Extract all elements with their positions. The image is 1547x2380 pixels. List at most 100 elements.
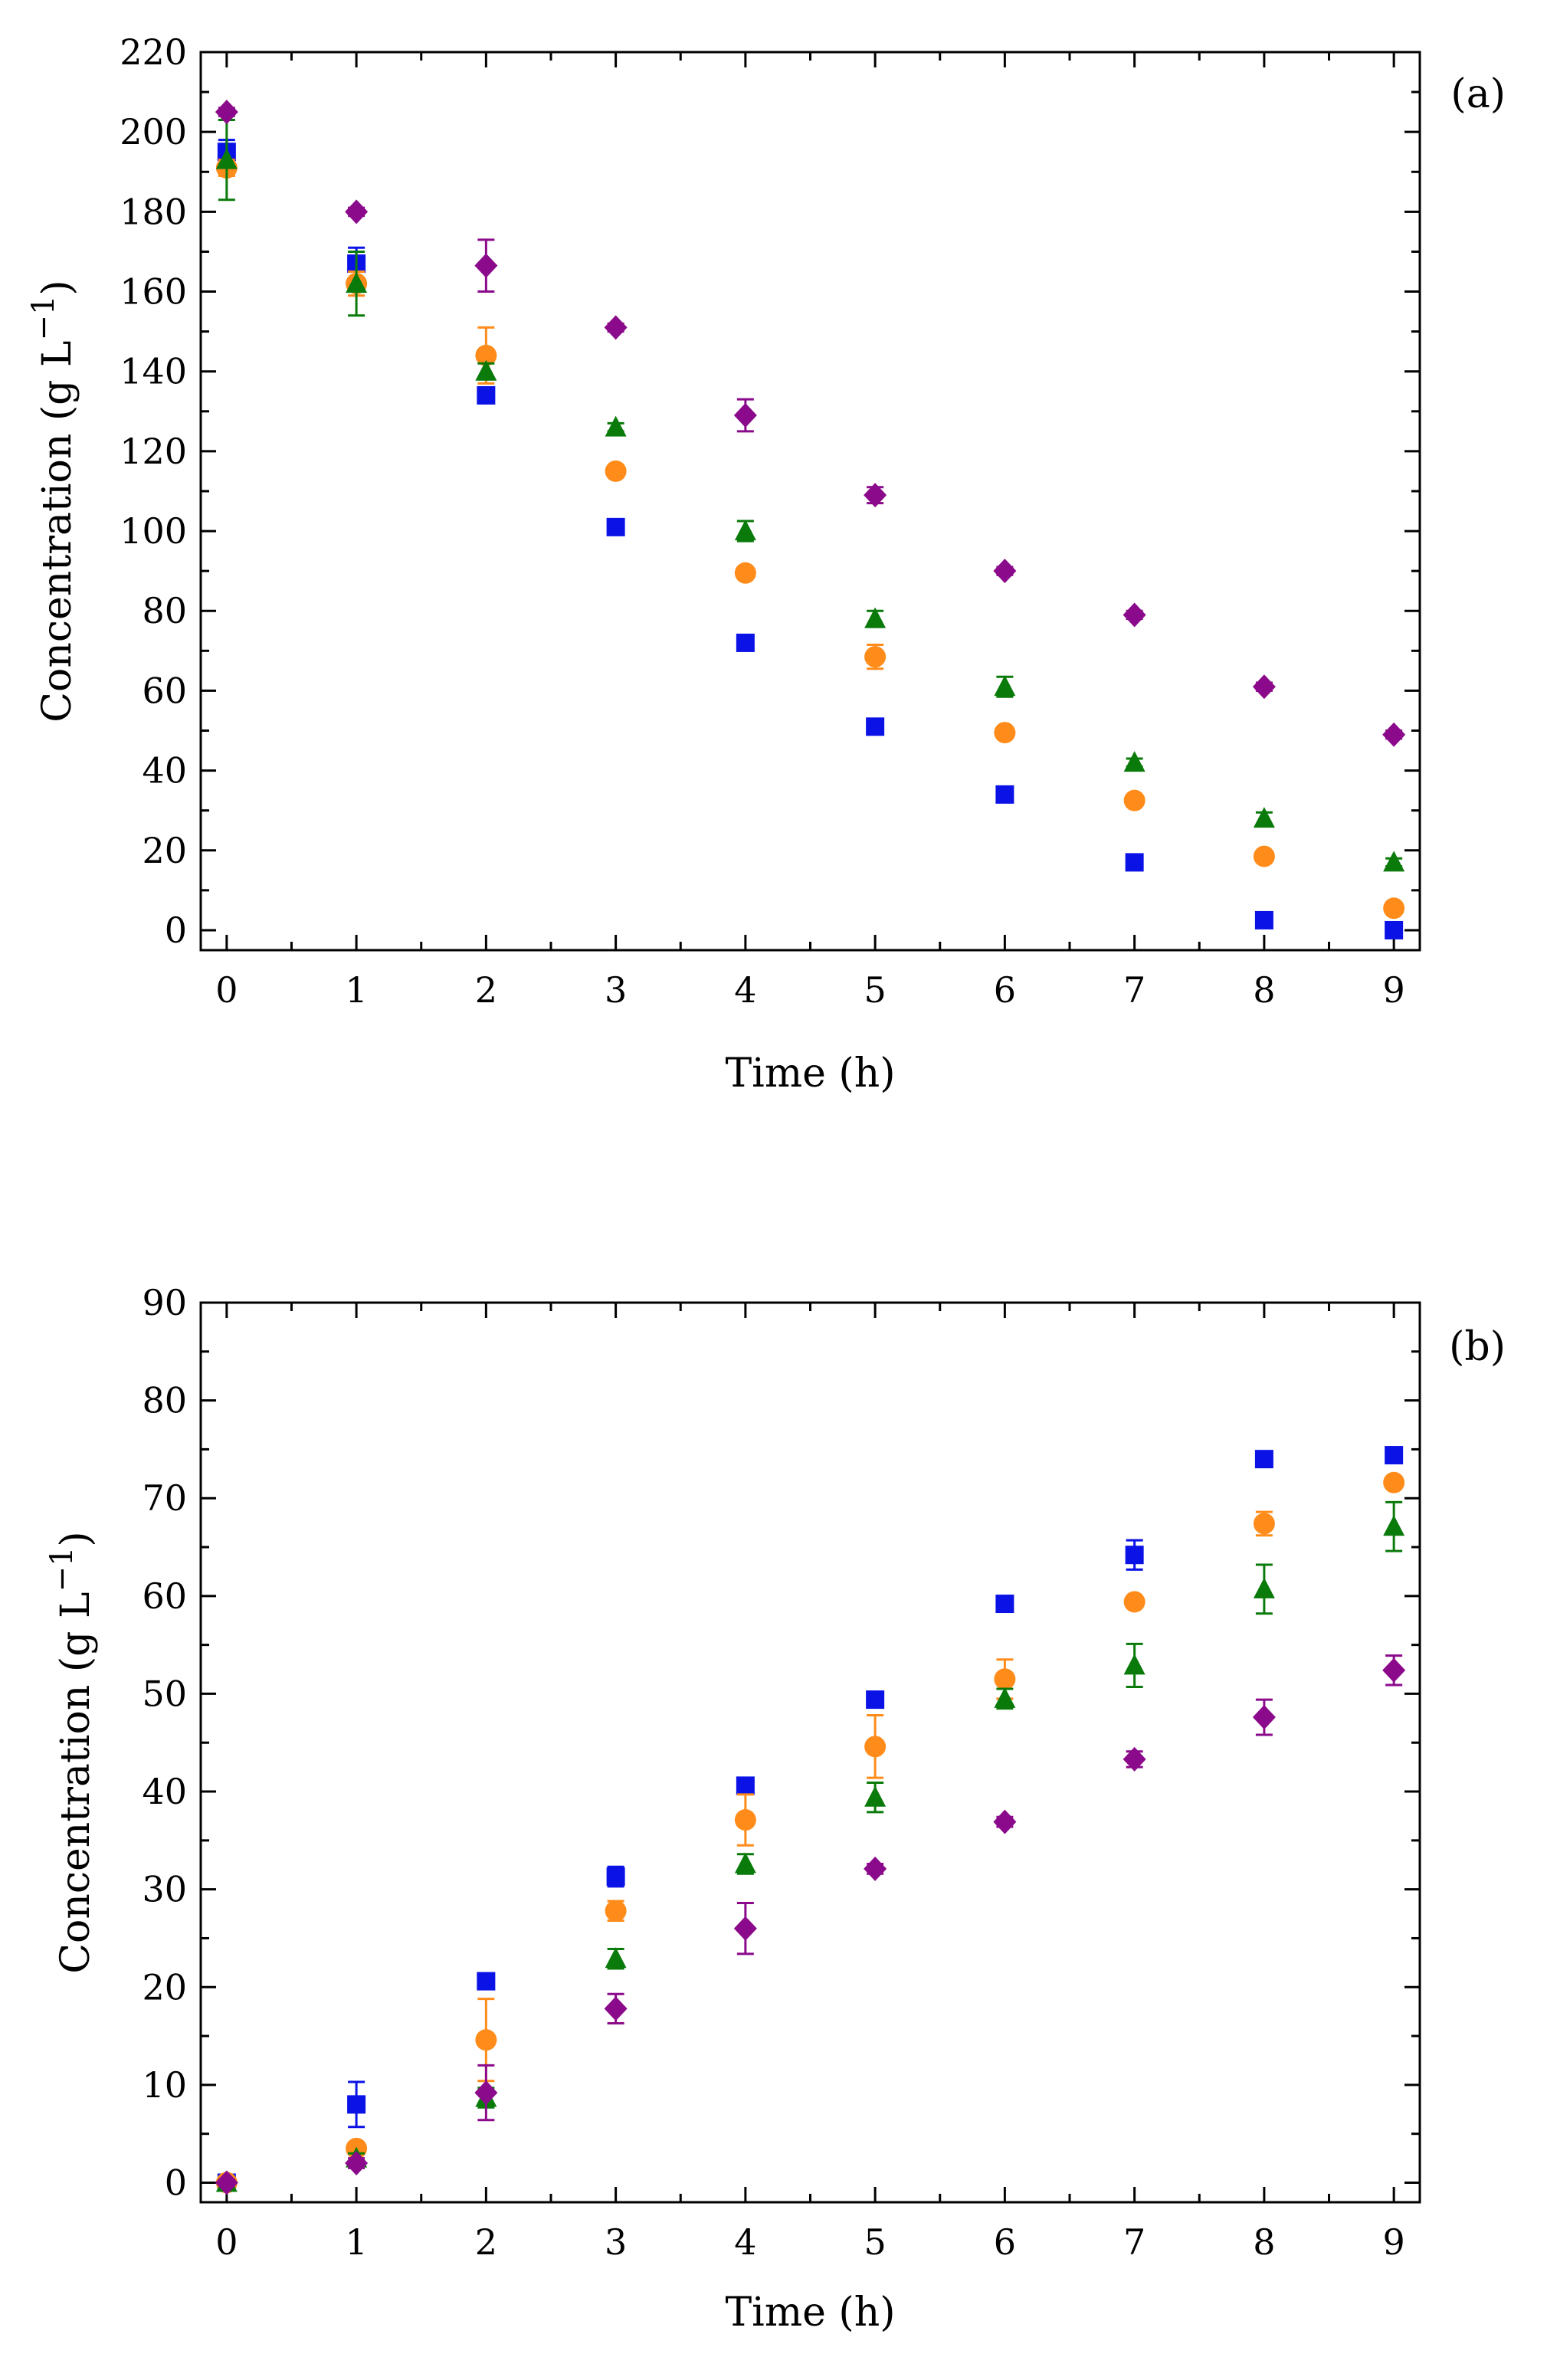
chart-1-x-tick-label: 7 [1123,969,1146,1011]
chart-1-y-tick-label: 200 [120,111,187,152]
chart-1-x-axis-title: Time (h) [726,1051,896,1097]
chart-1-x-tick-label: 1 [345,969,367,1011]
chart-2-y-tick-label: 80 [142,1380,187,1421]
chart-1-diamond-point [1123,602,1146,628]
chart-2-circle-point [1123,1591,1146,1613]
chart-1-square-point [995,785,1014,804]
chart-1-x-tick-label: 3 [605,969,627,1011]
chart-1-y-tick-label: 60 [142,670,187,711]
chart-2-y-tick-label: 30 [142,1869,187,1910]
chart-2-x-tick-label: 6 [994,2221,1016,2263]
chart-2-x-tick-label: 9 [1383,2221,1405,2263]
chart-2-x-axis-title: Time (h) [726,2290,896,2336]
chart-2-y-axis-title-superscript: −1 [44,1547,80,1592]
chart-1-y-tick-label: 160 [120,271,187,313]
chart-1-triangle-point [215,148,238,169]
chart-2-square-point [736,1776,755,1795]
chart-2-circle-point [734,1809,756,1831]
chart-1-x-tick-label: 2 [475,969,497,1011]
chart-2-circle-point [605,1900,627,1922]
chart-1-square-point [477,385,496,405]
chart-2-triangle-point [734,1852,756,1874]
chart-2-circle-point [864,1736,887,1758]
chart-1-circle-point [864,646,887,668]
chart-1-circle-point [994,722,1016,744]
chart-1-x-tick-label: 8 [1253,969,1275,1011]
chart-2-x-tick-label: 5 [864,2221,886,2263]
chart-2-y-axis-title-main: Concentration (g L [53,1592,99,1974]
chart-1-circle-point [1383,897,1405,920]
chart-2-diamond-point [1252,1705,1276,1730]
chart-1-triangle-point [734,520,756,541]
chart-2-circle-point [1253,1513,1275,1535]
chart-panel-1: 0 1 2 3 4 5 6 7 8 9 0 20 40 60 80 100 120 140 160 180 200 220… [26,31,1506,1097]
chart-2-y-tick-label: 40 [142,1771,187,1812]
chart-2-square-point [1254,1450,1273,1469]
chart-2-diamond-point [993,1809,1017,1834]
chart-1-diamond-point [1382,722,1406,747]
chart-2-diamond-point [864,1856,887,1881]
chart-2-circle-point [994,1668,1016,1690]
chart-2-diamond-point [345,2150,369,2175]
chart-1-square-point [1125,853,1144,872]
chart-2-y-tick-label: 60 [142,1575,187,1617]
chart-1-circle-point [734,562,756,584]
chart-2-x-tick-label: 8 [1253,2221,1275,2263]
chart-2-diamond-point [474,2080,498,2106]
chart-2-x-tick-label: 0 [215,2221,238,2263]
chart-1-series-diamond [215,100,1406,747]
chart-2-diamond-point [1382,1657,1406,1683]
chart-1-x-tick-label: 0 [215,969,238,1011]
chart-1-y-tick-label: 80 [142,590,187,631]
chart-2-series-diamond [215,1654,1406,2195]
chart-2-x-tick-label: 3 [605,2221,627,2263]
chart-2-triangle-point [605,1947,627,1969]
chart-2-panel-label: (b) [1449,1324,1506,1370]
chart-1-circle-point [1123,789,1146,811]
chart-2-circle-point [475,2029,497,2051]
chart-2-series-circle [215,1471,1405,2194]
chart-2-triangle-point [1383,1515,1405,1536]
chart-2-square-point [347,2095,366,2114]
chart-2-triangle-point [994,1687,1016,1708]
chart-1-diamond-point [1252,674,1276,700]
chart-1-y-axis-title-superscript: −1 [26,296,61,341]
chart-2-square-point [606,1867,625,1887]
chart-1-circle-point [605,460,627,482]
chart-1-square-point [736,633,755,652]
chart-1-circle-point [1253,845,1275,867]
chart-1-y-axis-title: Concentration (g L−1) [26,280,80,722]
chart-1-diamond-point [474,253,498,278]
chart-1-diamond-point [993,559,1017,584]
chart-1-x-tick-label: 6 [994,969,1016,1011]
chart-2-y-tick-label: 70 [142,1477,187,1519]
chart-1-square-point [1385,920,1404,939]
chart-1-y-axis-title-main: Concentration (g L [34,341,80,723]
chart-1-y-tick-label: 140 [120,351,187,392]
chart-1-diamond-point [604,315,628,340]
chart-1-diamond-point [215,100,238,125]
chart-1-y-tick-label: 100 [120,510,187,552]
chart-2-y-axis-title-close: ) [53,1531,99,1546]
chart-2-square-point [1385,1446,1404,1465]
chart-2-square-point [1125,1546,1144,1565]
chart-1-panel-label: (a) [1450,71,1506,117]
chart-2-x-tick-label: 7 [1123,2221,1146,2263]
chart-2-triangle-point [1123,1654,1146,1675]
chart-2-y-tick-label: 20 [142,1966,187,2008]
chart-1-y-tick-label: 120 [120,431,187,472]
chart-1-triangle-point [994,675,1016,697]
chart-2-x-tick-label: 2 [475,2221,497,2263]
chart-1-diamond-point [733,403,757,428]
chart-1-triangle-point [1383,851,1405,872]
chart-1-y-axis-title-close: ) [34,280,80,295]
chart-2-y-tick-label: 90 [142,1282,187,1323]
chart-1-triangle-point [1123,751,1146,772]
chart-1-triangle-point [475,359,497,381]
chart-2-diamond-point [604,1996,628,2021]
chart-1-diamond-point [864,483,887,508]
chart-1-x-tick-label: 4 [734,969,756,1011]
